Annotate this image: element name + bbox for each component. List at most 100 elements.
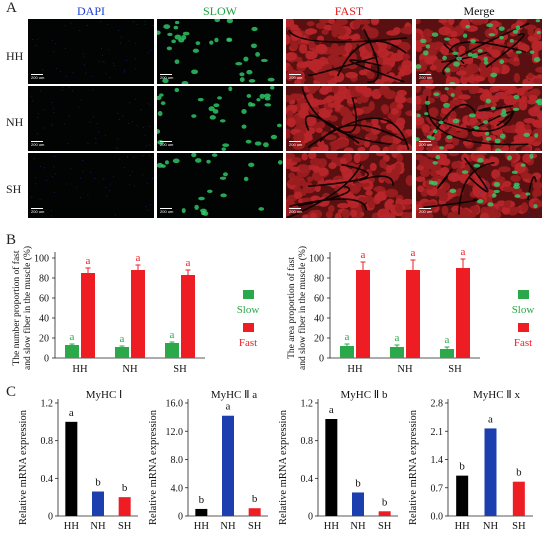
legend-swatch [243, 290, 254, 299]
chart-title: MyHC Ⅱ b [341, 389, 388, 401]
x-tick-label: SH [248, 521, 262, 532]
y-tick-label: 0.4 [41, 474, 54, 485]
significance-letter: b [355, 477, 361, 489]
significance-letter: a [395, 332, 400, 344]
chart-title: MyHC Ⅰ [86, 389, 123, 401]
y-tick-label: 0 [308, 512, 313, 523]
scale-bar: 200 um [160, 208, 174, 214]
y-tick-label: 2.1 [431, 427, 444, 438]
y-tick-label: 1.2 [41, 399, 54, 410]
y-tick-label: 8.0 [171, 455, 184, 466]
bar-chart-myhc-iia: MyHC Ⅱ a Relative mRNA expression 0 4.0 8.0 1… [148, 389, 268, 532]
y-tick-label: 0.8 [41, 436, 54, 447]
legend-swatch [518, 290, 529, 299]
micrograph-nh-fast: 200 um [286, 86, 412, 151]
y-tick-label: 60 [314, 294, 324, 305]
scale-bar: 200 um [31, 74, 45, 80]
row-label-hh: HH [6, 49, 24, 63]
y-tick-label: 60 [39, 294, 49, 305]
micrograph-hh-merge: 200 um [416, 19, 542, 84]
y-tick-label: 80 [39, 274, 49, 285]
scale-bar: 200 um [289, 208, 303, 214]
significance-letter: b [95, 477, 101, 489]
significance-letter: a [488, 413, 493, 425]
bar [92, 491, 104, 516]
x-tick-label: HH [455, 521, 471, 532]
y-tick-label: 0 [178, 512, 183, 523]
x-tick-label: HH [72, 364, 88, 375]
bar [356, 270, 370, 358]
bar [65, 421, 78, 516]
y-tick-label: 20 [39, 334, 49, 345]
bar-chart-area-proportion: The area proportion of fastand slow fibe… [286, 246, 535, 375]
x-tick-label: SH [173, 364, 187, 375]
x-tick-label: HH [194, 521, 210, 532]
panel-letter-c: C [6, 384, 17, 400]
bar [484, 428, 497, 516]
bar [352, 492, 364, 516]
significance-letter: a [70, 331, 75, 343]
x-tick-label: HH [324, 521, 340, 532]
bar [325, 419, 338, 516]
bar [456, 268, 470, 358]
channel-label-dapi: DAPI [76, 4, 105, 18]
bar [456, 475, 469, 516]
micrograph-sh-dapi: 200 um [28, 153, 154, 218]
y-axis-label: The area proportion of fastand slow fibe… [286, 246, 308, 370]
y-axis-label: Relative mRNA expression [408, 409, 419, 525]
y-tick-label: 0.7 [431, 483, 444, 494]
y-tick-label: 80 [314, 274, 324, 285]
x-tick-label: NH [90, 521, 106, 532]
y-tick-label: 0 [319, 354, 324, 365]
scale-bar: 200 um [419, 74, 433, 80]
x-tick-label: NH [397, 364, 413, 375]
row-label-nh: NH [6, 115, 24, 129]
significance-letter: a [329, 404, 334, 416]
bar-chart-myhc-i: MyHC Ⅰ Relative mRNA expression 0 0.4 0.8 1.2… [18, 389, 138, 532]
significance-letter: b [199, 494, 205, 506]
scale-bar: 200 um [31, 141, 45, 147]
micrograph-hh-slow: 200 um [157, 19, 283, 84]
x-tick-label: SH [448, 364, 462, 375]
y-tick-label: 40 [314, 314, 324, 325]
significance-letter: a [120, 333, 125, 345]
channel-label-merge: Merge [463, 4, 495, 18]
y-axis-label: Relative mRNA expression [148, 409, 159, 525]
chart-title: MyHC Ⅱ x [473, 389, 520, 401]
y-tick-label: 20 [314, 334, 324, 345]
significance-letter: b [459, 461, 465, 473]
panel-letter-a: A [6, 0, 17, 16]
significance-letter: b [122, 482, 128, 494]
scale-bar: 200 um [160, 141, 174, 147]
micrograph-hh-fast: 200 um [286, 19, 412, 84]
significance-letter: a [411, 247, 416, 259]
legend-label: Fast [239, 337, 257, 349]
scale-bar: 200 um [289, 74, 303, 80]
significance-letter: a [136, 252, 141, 264]
bar-chart-myhc-iib: MyHC Ⅱ b Relative mRNA expression 0 0.4 0.8 1… [278, 389, 398, 532]
legend-swatch [518, 323, 529, 332]
y-tick-label: 0 [44, 354, 49, 365]
bar-chart-myhc-iix: MyHC Ⅱ x Relative mRNA expression 0.0 0.7 1.… [408, 389, 533, 532]
y-axis-label: The number proportion of fastand slow fi… [11, 246, 33, 370]
y-axis-label: Relative mRNA expression [278, 409, 289, 525]
chart-title: MyHC Ⅱ a [211, 389, 257, 401]
significance-letter: a [69, 407, 74, 419]
bar [181, 275, 195, 358]
micrograph-nh-dapi: 200 um [28, 86, 154, 151]
y-tick-label: 0.0 [431, 512, 444, 523]
significance-letter: b [516, 467, 522, 479]
x-tick-label: HH [64, 521, 80, 532]
y-tick-label: 12.0 [166, 427, 184, 438]
significance-letter: a [445, 334, 450, 346]
bar [512, 481, 525, 516]
legend-label: Slow [512, 304, 535, 316]
scale-bar: 200 um [160, 74, 174, 80]
scale-bar: 200 um [31, 208, 45, 214]
channel-label-slow: SLOW [203, 4, 237, 18]
y-tick-label: 100 [309, 254, 324, 265]
x-tick-label: NH [350, 521, 366, 532]
scale-bar: 200 um [289, 141, 303, 147]
significance-letter: a [345, 331, 350, 343]
